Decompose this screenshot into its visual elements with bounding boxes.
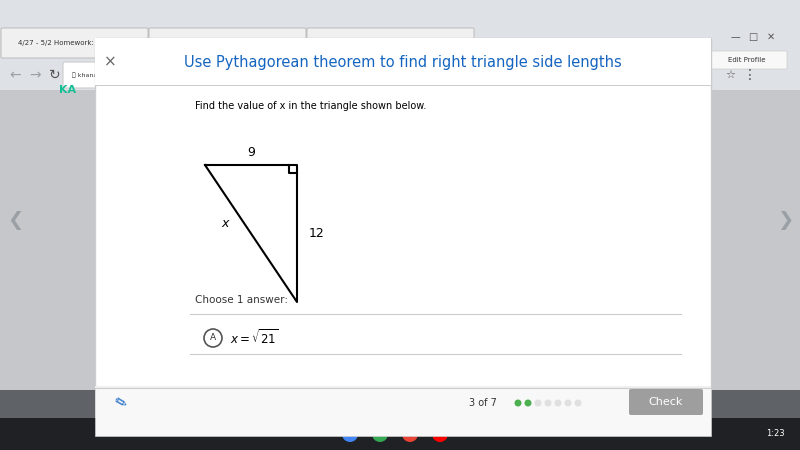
Circle shape [514, 400, 522, 406]
FancyBboxPatch shape [95, 38, 711, 388]
Text: Find the value of x in the triangle shown below.: Find the value of x in the triangle show… [195, 101, 426, 111]
Circle shape [342, 426, 358, 442]
Text: ❮: ❮ [7, 211, 23, 230]
Text: Find the value of x in the triang...: Find the value of x in the triang... [169, 40, 286, 46]
Text: 4/27 - 5/2 Homework: Khan Ac...: 4/27 - 5/2 Homework: Khan Ac... [18, 40, 132, 46]
Text: ×: × [104, 54, 116, 69]
Text: +: + [477, 36, 489, 50]
Text: * Dashboard | Khan Academy: * Dashboard | Khan Academy [339, 40, 441, 46]
Bar [0, 90, 100, 390]
Text: $x = \sqrt{21}$: $x = \sqrt{21}$ [230, 328, 278, 347]
Circle shape [372, 426, 388, 442]
FancyBboxPatch shape [1, 28, 148, 58]
Text: Edit Profile: Edit Profile [728, 57, 766, 63]
Text: A: A [210, 333, 216, 342]
Circle shape [432, 426, 448, 442]
Bar [95, 386, 711, 418]
FancyBboxPatch shape [307, 28, 474, 58]
Circle shape [402, 426, 418, 442]
Text: ❯: ❯ [777, 211, 793, 230]
Text: KA: KA [59, 85, 77, 95]
Text: 🔒 khanacademy.org/profile/re6oo0506555555555555555555555555555555555555555555555: 🔒 khanacademy.org/profile/re6oo050655555… [72, 72, 410, 78]
Bar [0, 90, 800, 418]
Text: □: □ [748, 32, 758, 42]
Bar [0, 60, 800, 90]
Circle shape [545, 400, 551, 406]
Text: ☆: ☆ [725, 70, 735, 80]
Circle shape [565, 400, 571, 406]
Text: —: — [730, 32, 740, 42]
Text: 3 of 7: 3 of 7 [469, 398, 497, 408]
Text: ✏: ✏ [110, 393, 130, 413]
Text: Use Pythagorean theorem to find right triangle side lengths: Use Pythagorean theorem to find right tr… [184, 54, 622, 69]
Text: →: → [29, 68, 41, 82]
Text: ⋮: ⋮ [743, 68, 757, 82]
FancyBboxPatch shape [629, 389, 703, 415]
Text: ←: ← [9, 68, 21, 82]
Text: 12: 12 [309, 227, 325, 240]
Bar [95, 85, 711, 86]
Circle shape [554, 400, 562, 406]
Circle shape [534, 400, 542, 406]
Text: ✕: ✕ [767, 32, 775, 42]
FancyBboxPatch shape [149, 28, 306, 58]
Bar [700, 90, 800, 390]
FancyBboxPatch shape [63, 62, 707, 88]
Bar [0, 418, 800, 450]
FancyBboxPatch shape [707, 51, 787, 69]
Text: ↻: ↻ [49, 68, 61, 82]
Text: Choose 1 answer:: Choose 1 answer: [195, 295, 288, 305]
Circle shape [525, 400, 531, 406]
Text: x: x [222, 217, 229, 230]
Text: 9: 9 [247, 147, 255, 159]
Text: 1:23: 1:23 [766, 429, 784, 438]
Bar [95, 388, 711, 436]
Text: Check: Check [649, 397, 683, 407]
Bar [0, 0, 800, 62]
Bar [95, 38, 711, 86]
Circle shape [574, 400, 582, 406]
